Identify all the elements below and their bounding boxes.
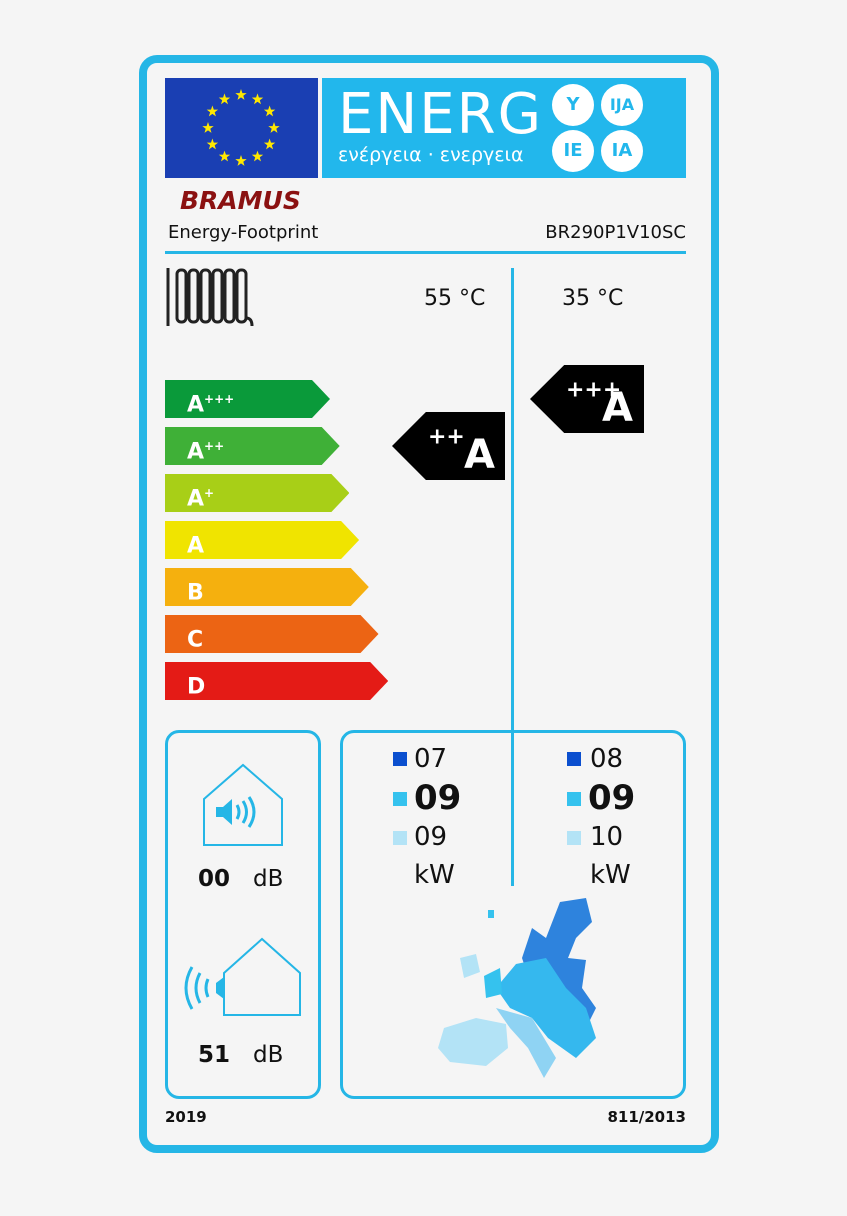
energy-word: ENERG xyxy=(338,82,543,147)
power-warm-55: 09 xyxy=(414,822,448,852)
scale-letter: D xyxy=(187,674,206,700)
label-border xyxy=(139,55,719,1153)
star-icon xyxy=(235,89,247,100)
rating-letter: A xyxy=(464,432,495,478)
noise-box xyxy=(165,730,321,1099)
power-unit-35: kW xyxy=(590,860,631,890)
scale-bar: B xyxy=(165,568,369,606)
cold-zone-swatch xyxy=(567,752,581,766)
star-icon xyxy=(251,150,264,162)
scale-bar: A+++ xyxy=(165,380,330,418)
average-zone-swatch xyxy=(567,792,581,806)
power-box xyxy=(340,730,686,1099)
europe-climate-map xyxy=(438,898,596,1078)
star-icon xyxy=(263,138,276,150)
power-warm-35: 10 xyxy=(590,822,624,852)
temp-35: 35 °C xyxy=(562,286,624,311)
temp-55: 55 °C xyxy=(424,286,486,311)
star-icon xyxy=(218,150,231,162)
eu-flag xyxy=(165,78,318,178)
supplier-name: Energy-Footprint xyxy=(168,222,319,243)
suffix-ija: IJA xyxy=(601,84,643,126)
average-zone-swatch xyxy=(393,792,407,806)
warm-zone-swatch xyxy=(567,831,581,845)
scale-bar: A++ xyxy=(165,427,340,465)
power-average-35: 09 xyxy=(588,778,636,818)
outdoor-sound-icon xyxy=(184,937,301,1016)
suffix-ie: IE xyxy=(552,130,594,172)
suffix-ia: IA xyxy=(601,130,643,172)
eu-stars-icon xyxy=(202,89,280,166)
star-icon xyxy=(268,122,280,133)
scale-letter: C xyxy=(187,627,204,653)
footer-regulation: 811/2013 xyxy=(607,1108,686,1126)
star-icon xyxy=(206,138,219,150)
scale-letter: A xyxy=(187,392,205,418)
indoor-noise-unit: dB xyxy=(253,866,284,892)
greek-text: ενέργεια · ενεργεια xyxy=(338,144,524,166)
brand-logo: BRAMUS xyxy=(180,186,301,215)
scale-plus: +++ xyxy=(204,392,235,406)
power-unit-55: kW xyxy=(414,860,455,890)
scale-letter: A xyxy=(187,533,205,559)
rating-plus: ++ xyxy=(428,424,465,450)
divider xyxy=(165,251,686,254)
star-icon xyxy=(206,105,219,117)
scale-bar: D xyxy=(165,662,389,700)
column-divider xyxy=(511,268,514,886)
scale-bar: C xyxy=(165,615,379,653)
rating-letter: A xyxy=(602,385,633,431)
indoor-sound-icon xyxy=(203,763,283,846)
power-cold-35: 08 xyxy=(590,744,624,774)
energy-banner: ENERG ενέργεια · ενεργεια Y IJA IE IA xyxy=(322,78,686,178)
scale-letter: B xyxy=(187,580,204,606)
star-icon xyxy=(218,93,231,105)
scale-letter: A xyxy=(187,486,205,512)
outdoor-noise-unit: dB xyxy=(253,1042,284,1068)
cold-zone-swatch xyxy=(393,752,407,766)
star-icon xyxy=(202,122,214,133)
star-icon xyxy=(251,93,264,105)
power-average-55: 09 xyxy=(414,778,462,818)
model-id: BR290P1V10SC xyxy=(545,222,686,243)
star-icon xyxy=(263,105,276,117)
rating-plus: +++ xyxy=(566,377,622,403)
scale-plus: ++ xyxy=(204,439,225,453)
scale-plus: + xyxy=(204,486,215,500)
indoor-noise-value: 00 xyxy=(198,866,231,892)
outdoor-noise-value: 51 xyxy=(198,1042,231,1068)
warm-zone-swatch xyxy=(393,831,407,845)
radiator-icon xyxy=(166,268,254,327)
scale-bar: A+ xyxy=(165,474,350,512)
power-cold-55: 07 xyxy=(414,744,448,774)
scale-letter: A xyxy=(187,439,205,465)
suffix-y: Y xyxy=(552,84,594,126)
footer-year: 2019 xyxy=(165,1108,207,1126)
star-icon xyxy=(235,155,247,166)
scale-bar: A xyxy=(165,521,360,559)
